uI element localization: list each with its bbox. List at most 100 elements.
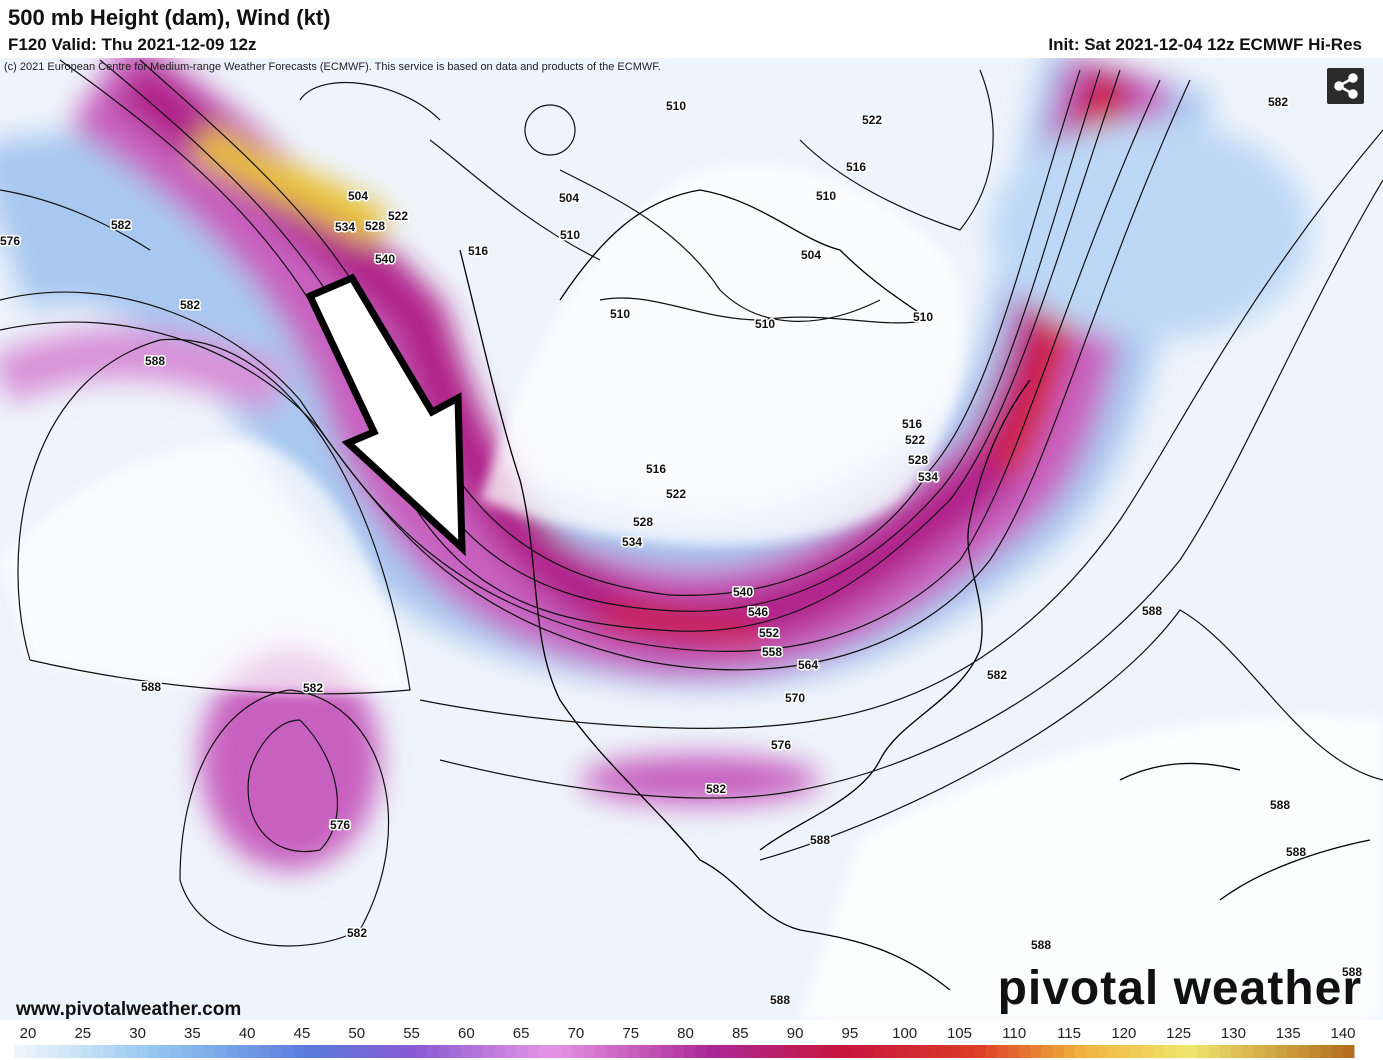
contour-label: 588 xyxy=(1342,965,1362,979)
colorbar-swatch xyxy=(416,1045,428,1058)
contour-label: 522 xyxy=(666,487,686,501)
colorbar-swatch xyxy=(58,1045,71,1058)
contour-label: 576 xyxy=(771,738,791,752)
colorbar-swatch xyxy=(1041,1045,1053,1058)
colorbar-swatch xyxy=(181,1045,194,1058)
colorbar-label: 35 xyxy=(184,1025,201,1042)
colorbar-swatch xyxy=(1320,1045,1333,1058)
map-title: 500 mb Height (dam), Wind (kt) xyxy=(8,5,330,30)
valid-time: F120 Valid: Thu 2021-12-09 12z xyxy=(8,35,257,54)
contour-label: 522 xyxy=(905,433,925,447)
colorbar-swatch xyxy=(918,1045,931,1058)
colorbar-label: 110 xyxy=(1002,1025,1026,1042)
colorbar-swatch xyxy=(784,1045,797,1058)
colorbar-swatch xyxy=(963,1045,975,1058)
colorbar-swatch xyxy=(103,1045,115,1058)
colorbar-swatch xyxy=(304,1045,316,1058)
contour-label: 522 xyxy=(388,209,408,223)
contour-label: 576 xyxy=(0,234,20,248)
colorbar-swatch xyxy=(1197,1045,1210,1058)
colorbar-swatch xyxy=(1175,1045,1187,1058)
annotation-arrow xyxy=(305,273,466,557)
colorbar-label: 85 xyxy=(732,1025,749,1042)
colorbar-swatch xyxy=(192,1045,205,1058)
colorbar-label: 25 xyxy=(74,1025,91,1042)
colorbar-label: 30 xyxy=(129,1025,146,1042)
colorbar-swatch xyxy=(672,1045,685,1058)
coastline xyxy=(459,189,1371,991)
colorbar-swatch xyxy=(706,1045,718,1058)
colorbar-swatch xyxy=(337,1045,350,1058)
colorbar-label: 105 xyxy=(947,1025,972,1042)
share-button-bg[interactable] xyxy=(1327,68,1364,104)
colorbar-swatch xyxy=(773,1045,785,1058)
contour-label: 564 xyxy=(798,658,818,672)
colorbar-swatch xyxy=(293,1045,305,1058)
colorbar-swatch xyxy=(1275,1045,1288,1058)
colorbar-swatch xyxy=(985,1045,998,1058)
contour-label: 540 xyxy=(375,252,395,266)
colorbar-swatch xyxy=(974,1045,986,1058)
height-contours xyxy=(0,59,1383,947)
contour-label: 582 xyxy=(987,668,1007,682)
colorbar-swatch xyxy=(148,1045,160,1058)
colorbar-swatch xyxy=(360,1045,372,1058)
colorbar-label: 120 xyxy=(1111,1025,1136,1042)
colorbar-swatch xyxy=(684,1045,696,1058)
colorbar-swatch xyxy=(1063,1045,1076,1058)
contour-label: 552 xyxy=(759,626,779,640)
colorbar-label: 40 xyxy=(239,1025,256,1042)
colorbar-swatch xyxy=(583,1045,596,1058)
colorbar-swatch xyxy=(1007,1045,1020,1058)
logo: pivotal weather xyxy=(998,962,1362,1015)
colorbar-swatch xyxy=(1309,1045,1321,1058)
website: www.pivotalweather.com xyxy=(15,999,241,1020)
contour-label: 534 xyxy=(622,535,642,549)
colorbar-label: 20 xyxy=(20,1025,37,1042)
colorbar-swatch xyxy=(315,1045,328,1058)
contour-label: 534 xyxy=(335,220,355,234)
contour-label: 528 xyxy=(633,515,653,529)
colorbar-swatch xyxy=(717,1045,730,1058)
colorbar-swatch xyxy=(1097,1045,1109,1058)
colorbar-swatch xyxy=(69,1045,82,1058)
colorbar-swatch xyxy=(907,1045,919,1058)
contour-label: 510 xyxy=(560,228,580,242)
colorbar-swatch xyxy=(460,1045,473,1058)
colorbar-swatch xyxy=(940,1045,953,1058)
contour-label: 588 xyxy=(1031,938,1051,952)
share-button[interactable] xyxy=(1327,68,1364,104)
colorbar-swatch xyxy=(762,1045,774,1058)
colorbar-label: 140 xyxy=(1330,1025,1355,1042)
colorbar-swatch xyxy=(885,1045,897,1058)
colorbar-label: 70 xyxy=(568,1025,585,1042)
contour-label: 504 xyxy=(559,191,579,205)
colorbar-swatch xyxy=(483,1045,495,1058)
contour-label: 516 xyxy=(902,417,922,431)
colorbar-swatch xyxy=(516,1045,529,1058)
colorbar-swatch xyxy=(795,1045,808,1058)
colorbar-swatch xyxy=(1086,1045,1098,1058)
colorbar-swatch xyxy=(136,1045,149,1058)
colorbar-swatch xyxy=(851,1045,864,1058)
colorbar-swatch xyxy=(1074,1045,1087,1058)
colorbar-swatch xyxy=(929,1045,942,1058)
contour-label: 588 xyxy=(1270,798,1290,812)
contour-label: 576 xyxy=(330,818,350,832)
colorbar-label: 100 xyxy=(892,1025,917,1042)
colorbar-swatch xyxy=(1030,1045,1042,1058)
colorbar-swatch xyxy=(617,1045,629,1058)
colorbar-label: 80 xyxy=(677,1025,694,1042)
contour-label: 588 xyxy=(145,354,165,368)
contour-label: 540 xyxy=(733,585,753,599)
colorbar-swatch xyxy=(650,1045,663,1058)
colorbar-label: 135 xyxy=(1276,1025,1301,1042)
share-icon xyxy=(1334,73,1358,99)
colorbar-swatch xyxy=(159,1045,171,1058)
wind-shading xyxy=(0,34,1310,870)
colorbar-label: 115 xyxy=(1057,1025,1081,1042)
colorbar-swatch xyxy=(550,1045,562,1058)
